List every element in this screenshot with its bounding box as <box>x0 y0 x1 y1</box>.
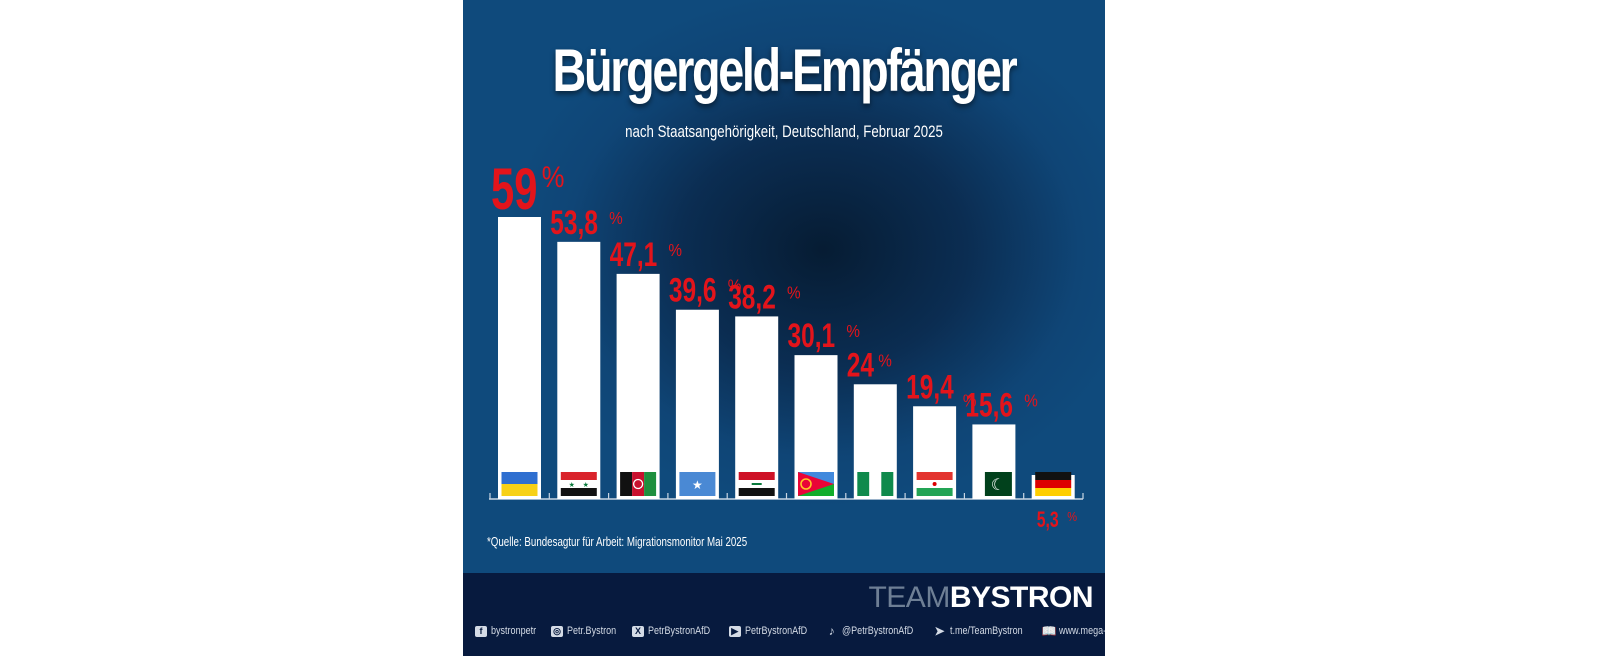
value-label: 39,6 <box>669 272 717 310</box>
social-link-instagram[interactable]: ◎ Petr.Bystron <box>551 625 619 637</box>
flag-iran-icon <box>916 472 953 496</box>
source-note: *Quelle: Bundesagtur für Arbeit: Migrati… <box>487 535 748 549</box>
chart-subtitle: nach Staatsangehörigkeit, Deutschland, F… <box>625 122 943 141</box>
infographic: Bürgergeld-Empfänger nach Staatsangehöri… <box>463 0 1105 656</box>
bar-group: ★★SYRIEN53,8% <box>550 204 623 499</box>
social-label: PetrBystronAfD <box>647 625 711 637</box>
social-label: bystronpetr <box>491 625 537 637</box>
svg-text:★: ★ <box>583 481 589 489</box>
social-label: t.me/TeamBystron <box>949 625 1023 637</box>
flag-nigeria-icon <box>857 472 894 496</box>
value-label: 38,2 <box>728 279 776 317</box>
bar-group: 5,3% <box>1031 472 1077 533</box>
bar-chart: UKRAINE59%★★SYRIEN53,8%AFGHANISTAN47,1%★… <box>489 156 1084 533</box>
value-label: 53,8 <box>550 204 598 242</box>
social-label: Petr.Bystron <box>567 625 617 637</box>
flag-eritrea-icon <box>798 472 834 496</box>
bar <box>675 309 719 499</box>
percent-sign: % <box>787 282 801 302</box>
percent-sign: % <box>1024 390 1038 410</box>
social-link-website[interactable]: 📖 www.mega-das-buch.de <box>1041 624 1105 638</box>
percent-sign: % <box>609 208 623 228</box>
bar-group: NIGERIA24% <box>847 346 897 499</box>
footer: TEAMBYSTRON f bystronpetr ◎ Petr.Bystron… <box>463 573 1105 656</box>
flag-afghanistan-icon <box>620 472 657 496</box>
flag-pakistan-icon: ☾ <box>975 472 1012 496</box>
value-label: 30,1 <box>788 317 836 355</box>
flag-somalia-icon: ★ <box>679 472 716 496</box>
bar-group: AFGHANISTAN47,1% <box>610 236 682 499</box>
social-label: @PetrBystronAfD <box>841 625 913 637</box>
youtube-icon: ▶ <box>728 625 741 637</box>
social-label: www.mega-das-buch.de <box>1059 625 1105 637</box>
percent-sign: % <box>728 276 742 296</box>
bar <box>557 241 601 499</box>
svg-text:★: ★ <box>569 481 575 489</box>
social-links: f bystronpetr ◎ Petr.Bystron X PetrBystr… <box>475 624 1105 638</box>
bar-group: ERITREA30,1% <box>788 317 860 499</box>
bar <box>498 217 541 499</box>
social-link-facebook[interactable]: f bystronpetr <box>475 625 538 637</box>
flag-germany-icon <box>1035 472 1072 496</box>
percent-sign: % <box>1067 509 1077 524</box>
social-link-telegram[interactable]: ➤ t.me/TeamBystron <box>934 624 1031 638</box>
value-label: 59 <box>491 156 537 221</box>
bar-group: ☾PAKISTAN15,6% <box>965 387 1038 499</box>
value-label: 15,6 <box>965 387 1013 425</box>
social-link-tiktok[interactable]: ♪ @PetrBystronAfD <box>826 624 921 638</box>
bar <box>616 273 660 499</box>
telegram-icon: ➤ <box>934 624 945 638</box>
flag-ukraine-icon <box>501 472 538 496</box>
bar-group: IRAN19,4% <box>906 368 977 499</box>
social-label: PetrBystronAfD <box>744 625 807 637</box>
percent-sign: % <box>668 240 682 260</box>
flag-syria-icon: ★ ★ <box>560 472 597 496</box>
bar-group: IRAK38,2% <box>728 279 801 499</box>
percent-sign: % <box>878 350 892 370</box>
brand-bold: BYSTRON <box>949 581 1094 614</box>
bar-group: UKRAINE59% <box>491 156 565 499</box>
percent-sign: % <box>542 160 565 193</box>
x-icon: X <box>631 625 644 637</box>
svg-text:★: ★ <box>692 478 703 492</box>
brand-logo: TEAMBYSTRON <box>868 581 1093 615</box>
value-label: 5,3 <box>1037 509 1059 533</box>
chart-title: Bürgergeld-Empfänger <box>552 37 1018 104</box>
book-icon: 📖 <box>1041 624 1057 638</box>
percent-sign: % <box>846 321 860 341</box>
social-link-youtube[interactable]: ▶ PetrBystronAfD <box>728 625 813 637</box>
bar-group: ★SOMALIA39,6% <box>669 272 742 499</box>
social-link-x[interactable]: X PetrBystronAfD <box>631 625 716 637</box>
svg-text:☾: ☾ <box>991 477 1005 494</box>
tiktok-icon: ♪ <box>828 624 835 638</box>
percent-sign: % <box>963 390 977 410</box>
facebook-icon: f <box>475 625 487 637</box>
bar <box>735 316 779 499</box>
value-label: 19,4 <box>906 368 954 406</box>
flag-iraq-icon <box>738 472 775 496</box>
instagram-icon: ◎ <box>551 625 564 637</box>
value-label: 47,1 <box>610 236 658 274</box>
brand-light: TEAM <box>868 581 950 614</box>
value-label: 24 <box>847 346 875 384</box>
